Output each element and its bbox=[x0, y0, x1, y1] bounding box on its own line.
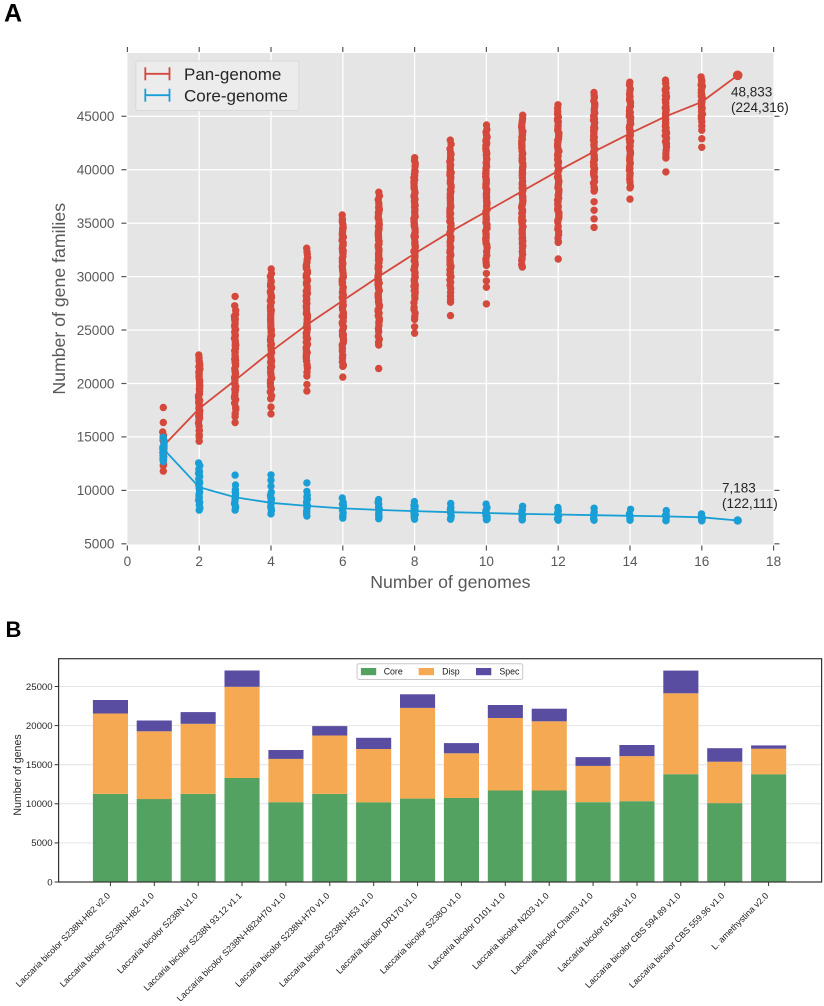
svg-text:7,183: 7,183 bbox=[722, 481, 756, 496]
svg-text:15000: 15000 bbox=[77, 430, 115, 445]
svg-text:5000: 5000 bbox=[84, 537, 115, 552]
svg-text:A: A bbox=[4, 0, 22, 28]
svg-text:8: 8 bbox=[411, 554, 419, 569]
svg-text:Number of gene families: Number of gene families bbox=[49, 203, 69, 395]
svg-text:35000: 35000 bbox=[77, 216, 115, 231]
svg-text:6: 6 bbox=[339, 554, 347, 569]
svg-text:14: 14 bbox=[622, 554, 638, 569]
svg-text:40000: 40000 bbox=[77, 163, 115, 178]
svg-text:10000: 10000 bbox=[26, 799, 53, 810]
svg-text:Spec: Spec bbox=[499, 667, 520, 677]
svg-text:15000: 15000 bbox=[26, 760, 53, 771]
svg-text:0: 0 bbox=[47, 877, 52, 888]
svg-text:10000: 10000 bbox=[77, 483, 115, 498]
svg-text:B: B bbox=[6, 617, 22, 642]
svg-text:45000: 45000 bbox=[77, 109, 115, 124]
svg-text:Disp: Disp bbox=[442, 667, 460, 677]
svg-text:20000: 20000 bbox=[26, 721, 53, 732]
svg-text:Core: Core bbox=[384, 667, 403, 677]
svg-text:2: 2 bbox=[195, 554, 203, 569]
svg-text:25000: 25000 bbox=[77, 323, 115, 338]
svg-text:12: 12 bbox=[551, 554, 566, 569]
svg-text:Number of genes: Number of genes bbox=[12, 734, 24, 815]
svg-text:0: 0 bbox=[124, 554, 132, 569]
svg-text:(224,316): (224,316) bbox=[731, 100, 789, 115]
svg-text:Number of genomes: Number of genomes bbox=[370, 572, 530, 592]
svg-text:30000: 30000 bbox=[77, 269, 115, 284]
svg-text:Pan-genome: Pan-genome bbox=[184, 65, 281, 84]
svg-text:5000: 5000 bbox=[31, 838, 52, 849]
svg-text:48,833: 48,833 bbox=[731, 85, 772, 100]
svg-text:25000: 25000 bbox=[26, 682, 53, 693]
svg-text:4: 4 bbox=[267, 554, 275, 569]
svg-text:18: 18 bbox=[766, 554, 781, 569]
svg-text:20000: 20000 bbox=[77, 376, 115, 391]
svg-text:16: 16 bbox=[694, 554, 709, 569]
svg-text:(122,111): (122,111) bbox=[722, 496, 778, 511]
svg-text:10: 10 bbox=[479, 554, 495, 569]
svg-text:Core-genome: Core-genome bbox=[184, 86, 288, 105]
